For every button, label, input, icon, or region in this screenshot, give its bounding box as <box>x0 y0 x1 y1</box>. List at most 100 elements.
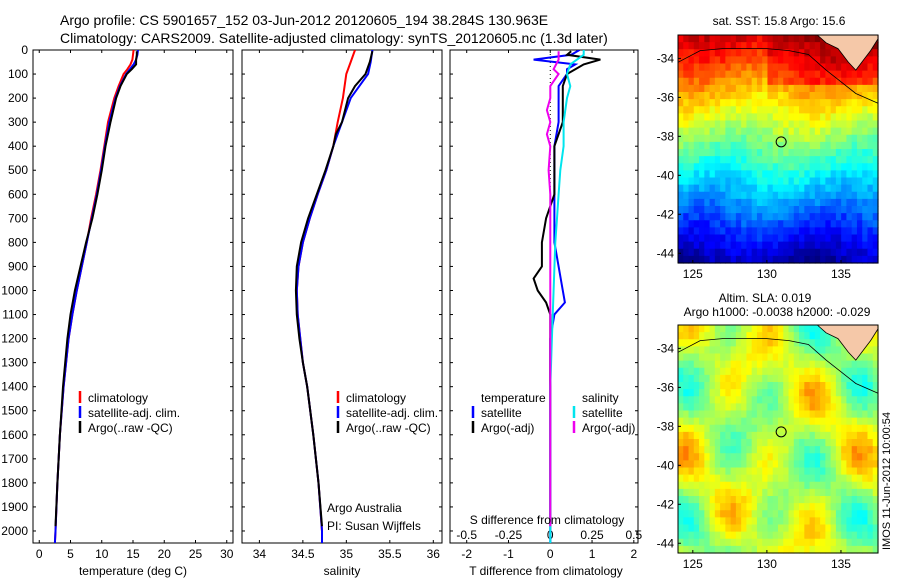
map-cell <box>756 35 763 43</box>
map-cell <box>788 227 795 236</box>
map-cell <box>683 382 690 390</box>
map-cell <box>683 206 690 214</box>
map-cell <box>720 467 726 476</box>
map-cell <box>725 113 732 122</box>
map-cell <box>678 346 684 355</box>
map-cell <box>678 488 684 497</box>
map-cell <box>804 99 811 107</box>
map-cell <box>704 367 711 376</box>
map-cell <box>730 424 737 433</box>
series-line-argo-raw-qc- <box>54 51 138 527</box>
map-cell <box>762 382 769 390</box>
map-cell <box>783 346 790 355</box>
map-cell <box>793 467 800 476</box>
map-cell <box>693 353 700 362</box>
float-position-marker <box>775 136 787 148</box>
map-cell <box>756 332 763 340</box>
map-cell <box>804 163 811 171</box>
map-cell <box>704 374 711 383</box>
map-cell <box>799 503 805 511</box>
map-cell <box>730 360 737 369</box>
map-cell <box>783 170 790 179</box>
map-cell <box>804 325 811 333</box>
map-cell <box>751 538 758 547</box>
map-cell <box>846 149 853 157</box>
map-cell <box>799 113 805 122</box>
map-cell <box>751 403 758 412</box>
map-cell <box>688 56 695 65</box>
map-cell <box>714 417 721 426</box>
map-cell <box>683 524 690 533</box>
map-cell <box>772 56 779 65</box>
map-cell <box>841 184 848 193</box>
map-cell <box>714 213 721 221</box>
map-cell <box>678 163 684 171</box>
map-cell <box>862 255 869 264</box>
x-tick-label: 35 <box>340 547 354 561</box>
map-cell <box>778 353 784 362</box>
x-tick-label: 1 <box>589 547 596 561</box>
map-cell <box>867 474 874 483</box>
map-cell <box>693 63 700 72</box>
map-cell <box>762 163 769 171</box>
legend-label-t-satellite: satellite <box>481 406 522 420</box>
map-cell <box>809 339 816 347</box>
map-cell <box>688 163 695 171</box>
map-cell <box>699 332 705 340</box>
map-cell <box>804 127 811 136</box>
map-cell <box>835 474 842 483</box>
map-cell <box>872 545 879 554</box>
map-cell <box>735 70 742 79</box>
map-cell <box>678 134 684 143</box>
map-cell <box>678 360 684 369</box>
map-cell <box>762 248 769 257</box>
map-cell <box>788 156 795 164</box>
map-cell <box>762 227 769 236</box>
map-cell <box>709 396 716 404</box>
map-cell <box>856 474 863 483</box>
map-cell <box>825 360 832 369</box>
map-cell <box>778 35 784 43</box>
map-cell <box>693 206 700 214</box>
map-cell <box>756 396 763 404</box>
map-cell <box>835 84 842 93</box>
map-cell <box>825 332 832 340</box>
map-cell <box>814 403 821 412</box>
map-cell <box>735 503 742 511</box>
map-cell <box>746 127 753 136</box>
map-cell <box>820 481 826 490</box>
map-cell <box>772 396 779 404</box>
map-cell <box>699 496 705 504</box>
map-cell <box>741 255 748 264</box>
map-cell <box>725 382 732 390</box>
map-cell <box>867 460 874 469</box>
map-cell <box>799 163 805 171</box>
map-cell <box>825 184 832 193</box>
map-cell <box>814 360 821 369</box>
map-cell <box>699 206 705 214</box>
map-cell <box>793 396 800 404</box>
map-cell <box>809 220 816 228</box>
map-cell <box>862 198 869 207</box>
map-cell <box>788 99 795 107</box>
map-cell <box>867 353 874 362</box>
map-cell <box>751 163 758 171</box>
map-cell <box>814 77 821 86</box>
map-cell <box>693 241 700 250</box>
map-cell <box>767 460 774 469</box>
map-cell <box>835 524 842 533</box>
map-cell <box>856 389 863 397</box>
map-cell <box>756 241 763 250</box>
map-cell <box>846 488 853 497</box>
map-cell <box>856 198 863 207</box>
map-cell <box>830 446 837 454</box>
map-cell <box>772 70 779 79</box>
map-cell <box>799 467 805 476</box>
map-cell <box>678 374 684 383</box>
map-cell <box>820 367 826 376</box>
map-cell <box>730 134 737 143</box>
x-tick-label: 30 <box>220 547 234 561</box>
map-cell <box>778 396 784 404</box>
map-cell <box>793 389 800 397</box>
map-cell <box>841 353 848 362</box>
